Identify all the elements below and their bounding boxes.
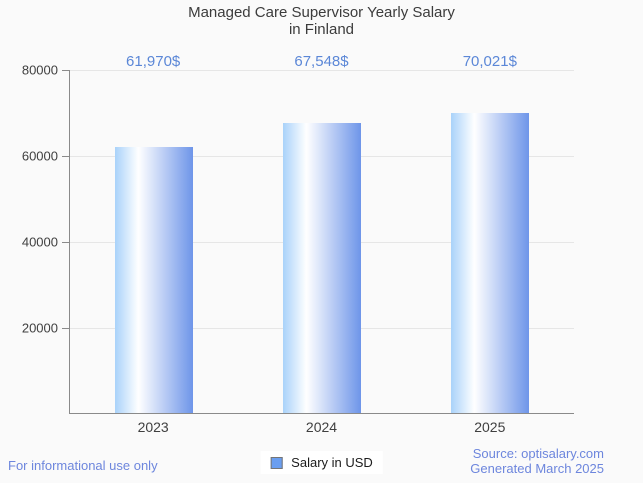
y-axis-label-20000: 20000 xyxy=(21,320,58,336)
value-label-2025: 70,021$ xyxy=(462,53,517,70)
x-axis-label-2024: 2024 xyxy=(305,419,338,435)
x-axis-label-2025: 2025 xyxy=(474,419,506,435)
legend-label: Salary in USD xyxy=(291,455,373,470)
y-axis-label-80000: 80000 xyxy=(21,62,58,78)
x-axis-labels: 2023 2024 2025 xyxy=(69,419,574,435)
y-axis-labels: 80000 60000 40000 20000 xyxy=(0,63,58,414)
chart-title-line2: in Finland xyxy=(288,21,355,38)
source-info: Source: optisalary.com Generated March 2… xyxy=(470,446,604,476)
y-axis-label-40000: 40000 xyxy=(21,234,58,250)
y-axis-tick xyxy=(62,156,69,157)
legend: Salary in USD xyxy=(260,451,383,474)
y-axis-tick xyxy=(62,328,69,329)
value-label-2023: 61,970$ xyxy=(126,53,181,70)
y-axis-tick xyxy=(62,242,69,243)
y-axis-label-60000: 60000 xyxy=(21,148,58,164)
chart-title: Managed Care Supervisor Yearly Salary in… xyxy=(0,4,643,38)
value-labels-row: 61,970$ 67,548$ 70,021$ xyxy=(69,53,574,70)
bar-2023[interactable] xyxy=(115,147,193,413)
value-label-2024: 67,548$ xyxy=(294,53,349,70)
bar-2024[interactable] xyxy=(283,123,361,413)
legend-swatch-icon xyxy=(270,456,283,469)
x-axis-label-2023: 2023 xyxy=(137,419,169,435)
chart-title-line1: Managed Care Supervisor Yearly Salary xyxy=(188,4,455,21)
y-axis-tick xyxy=(62,70,69,71)
generated-text: Generated March 2025 xyxy=(470,461,604,476)
plot-area xyxy=(62,70,574,414)
source-text: Source: optisalary.com xyxy=(472,446,604,461)
disclaimer-text: For informational use only xyxy=(8,458,158,473)
bar-2025[interactable] xyxy=(450,112,529,413)
gridline-80000 xyxy=(70,70,574,71)
